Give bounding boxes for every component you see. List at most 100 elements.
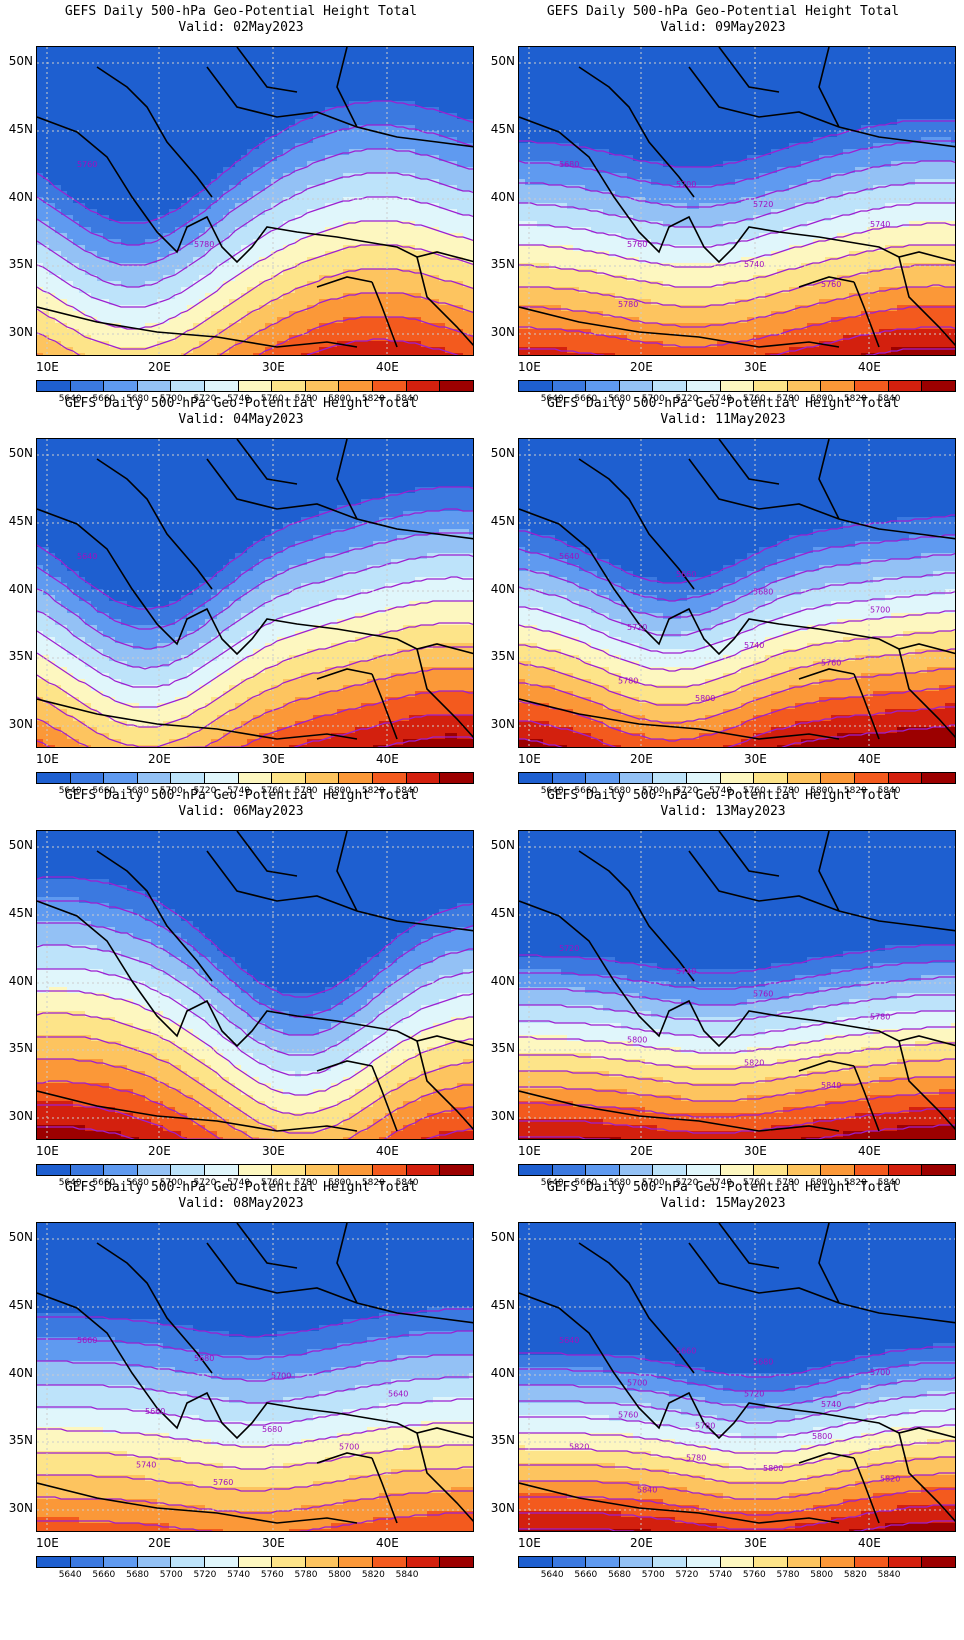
colorbar-label: 5780 [777,786,800,796]
colorbar-label: 5640 [541,394,564,404]
contour-value-label: 5840 [821,1081,841,1090]
lon-tick-label: 40E [858,1144,881,1158]
contour-value-label: 5800 [627,1035,647,1044]
colorbar-swatch [440,1165,473,1175]
colorbar-label: 5800 [810,1570,833,1580]
colorbar-label: 5840 [396,1570,419,1580]
contour-value-label: 5820 [569,1443,589,1452]
colorbar-label: 5680 [126,1570,149,1580]
colorbar-label: 5680 [608,1178,631,1188]
lon-tick-label: 30E [262,1536,285,1550]
height-contour-line [519,1058,955,1086]
colorbar-label: 5720 [675,1178,698,1188]
lat-tick-label: 50N [3,446,33,460]
colorbar-label: 5820 [362,786,385,796]
height-contour-line [37,508,473,630]
height-contour-line [37,486,473,610]
height-contour-line [37,646,473,747]
colorbar-swatch [619,1557,654,1567]
height-field-svg: 5720 5740 5760 5780 5800 5820 5840 [519,831,955,1139]
contour-value-label: 5660 [77,1336,97,1345]
colorbar-swatch [687,1165,721,1175]
coastline-borders [519,831,955,1132]
colorbar-swatch [855,1557,889,1567]
colorbar-label: 5740 [709,394,732,404]
contour-value-label: 5700 [271,1372,291,1381]
panel-valid-date: Valid: 09May2023 [482,20,964,36]
height-contour-line [37,876,473,998]
colorbar-swatch [821,773,856,783]
colorbar-swatch [339,1557,374,1567]
colorbar-swatch [720,773,755,783]
height-contour-line [519,1408,955,1438]
colorbar-label: 5800 [328,394,351,404]
colorbar-label: 5840 [396,394,419,404]
colorbar-swatch [687,1557,721,1567]
height-contour-line [37,532,473,650]
height-contour-line [37,1512,473,1531]
height-field-plot: 5640 [36,438,474,748]
colorbar-label: 5780 [295,1570,318,1580]
lon-tick-label: 30E [744,1536,767,1550]
colorbar-swatch [238,1557,273,1567]
colorbar-swatch [373,381,407,391]
height-contour-line [37,922,473,1036]
height-contour-line [519,944,955,974]
lon-tick-label: 20E [148,752,171,766]
height-contour-line [519,572,955,636]
colorbar-swatch [888,1557,923,1567]
colorbar-swatch [104,1557,138,1567]
colorbar-swatch [440,381,473,391]
contour-value-label: 5720 [627,623,647,632]
contour-value-label: 5700 [870,605,890,614]
height-field-plot [36,830,474,1140]
contour-value-label: 5660 [145,1407,165,1416]
panel-title: GEFS Daily 500-hPa Geo-Potential Height … [0,396,482,412]
height-contour-line [293,714,473,747]
height-contour-line [519,1042,955,1070]
panel-valid-date: Valid: 11May2023 [482,412,964,428]
panel-title: GEFS Daily 500-hPa Geo-Potential Height … [0,788,482,804]
panel-valid-date: Valid: 13May2023 [482,804,964,820]
lat-tick-label: 45N [485,514,515,528]
height-field-plot: 5680 5700 5720 5740 5760 5740 5760 5780 [518,46,956,356]
colorbar-swatch [373,1557,407,1567]
lat-tick-label: 35N [485,1433,515,1447]
colorbar [518,772,956,784]
colorbar-swatch [104,1165,138,1175]
colorbar-swatch [687,381,721,391]
lat-tick-label: 45N [3,122,33,136]
colorbar-label: 5700 [160,786,183,796]
lat-tick-label: 35N [3,257,33,271]
coastline-borders [37,439,473,740]
colorbar-swatch [922,773,955,783]
contour-value-label: 5720 [559,944,579,953]
lon-tick-label: 20E [630,1536,653,1550]
height-contour-line [37,124,473,246]
height-contour-line [37,1466,473,1492]
contour-value-label: 5760 [753,990,773,999]
colorbar-label: 5800 [328,1178,351,1188]
colorbar-swatch [720,381,755,391]
height-contour-line [37,554,473,670]
colorbar-swatch [653,773,688,783]
height-field-plot: 5640 5660 5680 5700 5700 5720 5740 5760 5780 5800… [518,1222,956,1532]
colorbar-label: 5800 [328,1570,351,1580]
height-contour-line [37,1330,473,1360]
colorbar-label: 5700 [642,1178,665,1188]
colorbar-label: 5660 [574,786,597,796]
lon-tick-label: 20E [630,752,653,766]
lon-tick-label: 10E [518,752,541,766]
colorbar-label: 5820 [844,786,867,796]
height-contour-line [519,1026,955,1054]
lon-tick-label: 40E [376,752,399,766]
height-contour-line [37,268,473,355]
lat-tick-label: 35N [3,1041,33,1055]
colorbar-swatch [305,1557,340,1567]
panel-valid-date: Valid: 08May2023 [0,1196,482,1212]
lon-tick-label: 10E [36,752,59,766]
colorbar-swatch [238,773,273,783]
colorbar-label: 5640 [59,394,82,404]
lat-tick-label: 30N [3,1501,33,1515]
lat-tick-label: 45N [3,1298,33,1312]
